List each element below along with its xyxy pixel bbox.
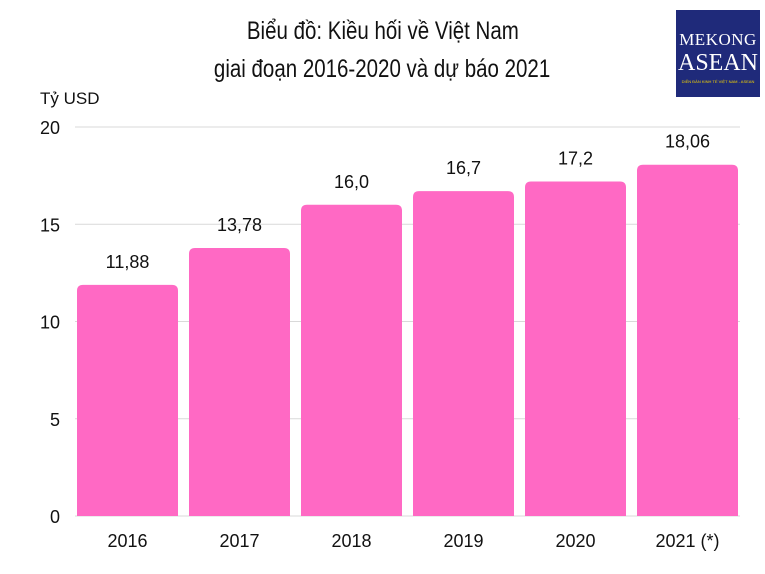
data-label: 13,78 <box>217 215 262 235</box>
bar-2017 <box>189 247 290 516</box>
y-tick-label: 5 <box>50 410 60 430</box>
data-label: 18,06 <box>665 132 710 152</box>
data-label: 16,0 <box>334 172 369 192</box>
mekong-asean-logo: MEKONG ASEAN DIỄN ĐÀN KINH TẾ VIỆT NAM -… <box>676 10 760 97</box>
x-tick-label: 2020 <box>555 531 595 551</box>
bar-2019 <box>413 191 514 516</box>
chart-title-line-2: giai đoạn 2016-2020 và dự báo 2021 <box>214 55 551 83</box>
data-label: 17,2 <box>558 148 593 168</box>
x-tick-label: 2019 <box>443 531 483 551</box>
bar-2016 <box>77 284 178 516</box>
x-tick-label: 2016 <box>107 531 147 551</box>
bar-2020 <box>525 181 626 516</box>
chart-title-line-1: Biểu đồ: Kiều hối về Việt Nam <box>246 17 519 45</box>
data-label: 16,7 <box>446 158 481 178</box>
x-tick-label: 2021 (*) <box>655 531 719 551</box>
bar-2018 <box>301 204 402 517</box>
y-tick-label: 0 <box>50 507 60 527</box>
bar-2021 (*) <box>637 164 738 516</box>
y-tick-label: 10 <box>40 313 60 333</box>
x-tick-label: 2017 <box>219 531 259 551</box>
y-tick-label: 15 <box>40 215 60 235</box>
y-axis-label: Tỷ USD <box>40 89 100 108</box>
y-tick-label: 20 <box>40 118 60 138</box>
chart-title: Biểu đồ: Kiều hối về Việt Nam giai đoạn … <box>0 12 765 88</box>
x-tick-label: 2018 <box>331 531 371 551</box>
data-label: 11,88 <box>106 252 150 272</box>
